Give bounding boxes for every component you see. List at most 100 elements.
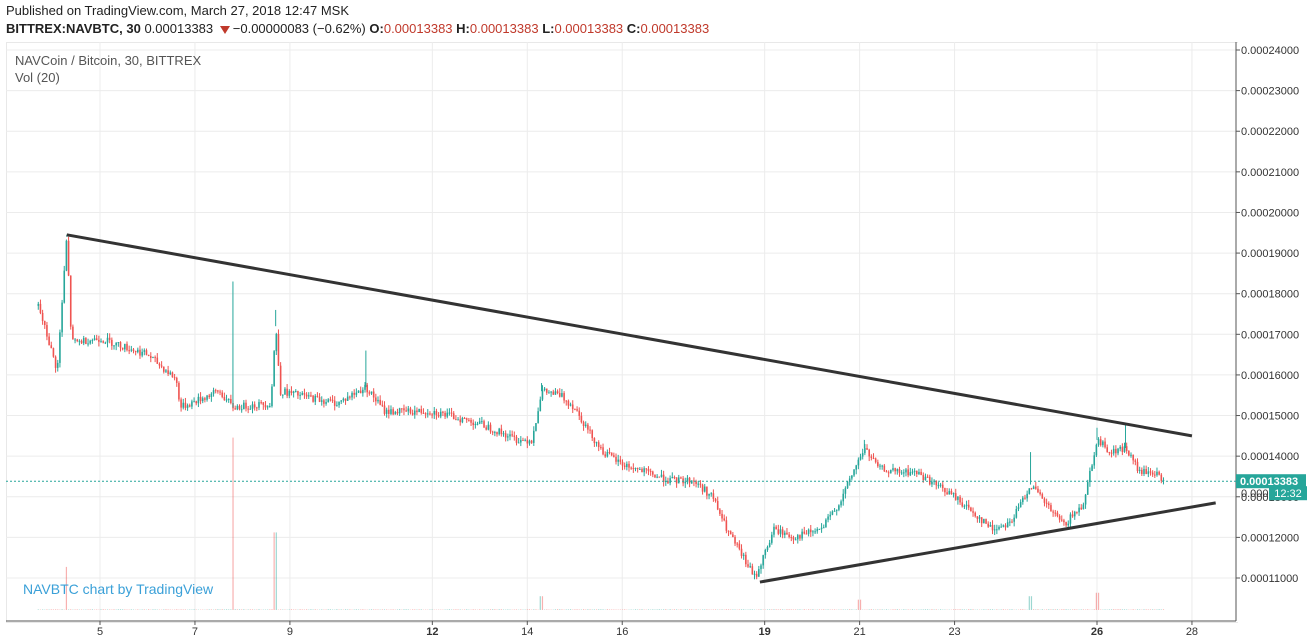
- candle-body: [693, 480, 695, 482]
- candle-body: [102, 341, 104, 343]
- volume-bar: [959, 609, 961, 610]
- candle-body: [1121, 446, 1124, 452]
- candle-body: [290, 390, 293, 393]
- candle-body: [1147, 471, 1150, 475]
- candle-body: [807, 529, 810, 534]
- volume-bar: [1002, 609, 1004, 610]
- y-tick-label: 0.00016000: [1241, 370, 1299, 382]
- volume-bar: [301, 609, 303, 610]
- candle-body: [392, 409, 394, 415]
- candle-body: [364, 384, 366, 390]
- candle-body: [1028, 488, 1031, 494]
- volume-legend[interactable]: Vol (20): [15, 70, 60, 85]
- candle-body: [998, 526, 1000, 530]
- volume-bar: [743, 609, 745, 610]
- candle-body: [394, 411, 397, 415]
- volume-bar: [154, 609, 156, 610]
- candle-body: [957, 496, 959, 500]
- candle-body: [1000, 526, 1002, 528]
- x-tick-label: 14: [521, 626, 533, 637]
- candle-body: [1030, 488, 1033, 490]
- candle-body: [597, 442, 600, 448]
- candle-body: [143, 350, 146, 352]
- candle-body: [931, 481, 933, 485]
- candle-body: [496, 432, 498, 435]
- candle-body: [117, 342, 120, 344]
- candle-body: [866, 448, 868, 450]
- candle-body: [621, 461, 624, 466]
- candle-body: [1004, 525, 1007, 528]
- candle-body: [580, 415, 583, 423]
- candle-body: [803, 531, 806, 534]
- trendline-resistance: [66, 233, 1193, 438]
- candle-body: [794, 539, 797, 541]
- volume-bar: [546, 609, 548, 610]
- candle-body: [468, 419, 470, 421]
- volume-bar: [695, 609, 697, 610]
- candle-body: [106, 337, 109, 343]
- y-tick-label: 0.00022000: [1241, 126, 1299, 138]
- volume-bar: [831, 609, 834, 610]
- candle-body: [734, 537, 736, 544]
- volume-bar: [124, 609, 126, 610]
- candle-body: [370, 391, 373, 394]
- candle-body: [95, 338, 98, 340]
- candle-body: [965, 504, 968, 506]
- volume-bar: [885, 609, 888, 610]
- candle-body: [69, 275, 72, 327]
- candle-body: [961, 502, 964, 507]
- candle-body: [39, 303, 42, 313]
- candle-body: [829, 514, 832, 517]
- candle-body: [881, 465, 883, 467]
- volume-bar: [1087, 609, 1089, 610]
- volume-bar: [167, 609, 169, 610]
- volume-bar: [143, 609, 145, 610]
- volume-bar: [381, 609, 383, 610]
- candle-body: [641, 468, 643, 473]
- volume-bar: [418, 609, 420, 610]
- volume-bar: [293, 609, 295, 610]
- candle-body: [46, 325, 48, 337]
- open-label: O:: [369, 21, 384, 36]
- y-tick-label: 0.00018000: [1241, 289, 1299, 301]
- candle-body: [1110, 452, 1113, 454]
- volume-bar: [1145, 609, 1147, 610]
- candle-body: [485, 427, 487, 430]
- volume-bar: [868, 609, 870, 610]
- candle-body: [993, 529, 996, 531]
- trendline-support: [759, 501, 1216, 584]
- volume-bar: [238, 609, 241, 610]
- candle-body: [167, 370, 169, 375]
- candle-body: [165, 370, 167, 372]
- candle-body: [894, 468, 896, 472]
- candle-body: [251, 404, 254, 409]
- candle-body: [338, 401, 340, 406]
- candle-body: [249, 408, 252, 410]
- candle-body: [333, 400, 336, 406]
- candle-body: [65, 240, 68, 271]
- volume-bar: [1160, 609, 1162, 610]
- volume-bar: [1152, 609, 1154, 610]
- volume-bar: [113, 609, 115, 610]
- candle-body: [130, 349, 133, 351]
- candle-body: [173, 377, 176, 379]
- candle-body: [915, 470, 918, 474]
- volume-bar: [712, 609, 714, 610]
- candle-body: [554, 391, 557, 395]
- tradingview-watermark[interactable]: NAVBTC chart by TradingView: [23, 581, 214, 597]
- volume-bar: [1156, 609, 1158, 610]
- pair-legend[interactable]: NAVCoin / Bitcoin, 30, BITTREX: [15, 53, 202, 68]
- candle-body: [219, 391, 221, 393]
- candle-body: [831, 511, 834, 515]
- candle-body: [1041, 494, 1044, 499]
- volume-bar: [1110, 609, 1113, 610]
- volume-bar: [1071, 609, 1074, 610]
- candle-body: [885, 471, 888, 473]
- volume-bar: [656, 609, 658, 610]
- candle-body: [491, 431, 494, 433]
- volume-bar: [833, 609, 836, 610]
- candle-body: [111, 339, 113, 346]
- candle-body: [937, 485, 940, 487]
- candle-body: [269, 406, 271, 408]
